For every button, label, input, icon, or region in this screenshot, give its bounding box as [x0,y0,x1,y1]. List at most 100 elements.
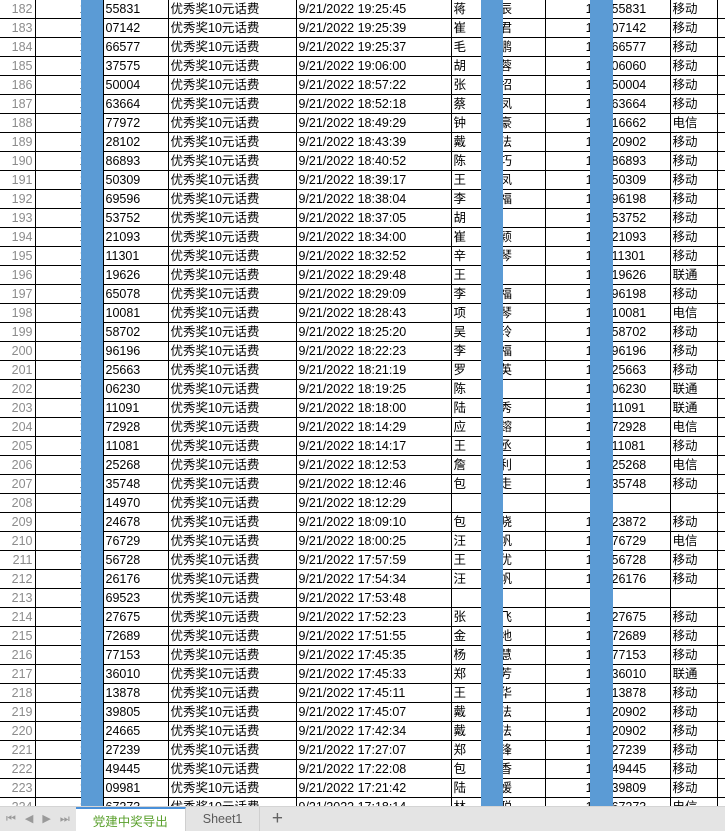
cell-phone4[interactable]: 72689 [609,626,671,646]
cell-time[interactable]: 9/21/2022 18:34:00 [296,227,452,247]
cell-name1[interactable]: 王 [451,683,498,703]
cell-carrier[interactable]: 移动 [670,18,718,38]
cell-prize[interactable]: 优秀奖10元话费 [168,645,297,665]
cell-phone4[interactable]: 35748 [609,474,671,494]
row-header-cell[interactable]: 202 [0,379,36,399]
cell-phone1[interactable]: 183 [35,18,104,38]
cell-phone3[interactable]: 189 [545,455,610,475]
cell-prize[interactable]: 优秀奖10元话费 [168,189,297,209]
cell-phone1[interactable]: 189 [35,455,104,475]
cell-phone4[interactable]: 26176 [609,569,671,589]
cell-phone4[interactable]: 11091 [609,398,671,418]
row-header-cell[interactable]: 224 [0,797,36,806]
cell-prize[interactable]: 优秀奖10元话费 [168,607,297,627]
cell-time[interactable]: 9/21/2022 18:29:48 [296,265,452,285]
cell-name2[interactable] [497,208,546,228]
cell-phone2[interactable]: 37575 [103,56,169,76]
cell-tail[interactable] [717,360,725,380]
cell-carrier[interactable]: 移动 [670,569,718,589]
row-header-cell[interactable]: 211 [0,550,36,570]
cell-tail[interactable] [717,417,725,437]
cell-phone2[interactable]: 53752 [103,208,169,228]
cell-time[interactable]: 9/21/2022 17:42:34 [296,721,452,741]
cell-carrier[interactable]: 移动 [670,246,718,266]
cell-name2[interactable]: 帆 [497,569,546,589]
cell-time[interactable]: 9/21/2022 18:57:22 [296,75,452,95]
cell-phone2[interactable]: 69523 [103,588,169,608]
cell-phone1[interactable]: 136 [35,94,104,114]
cell-tail[interactable] [717,550,725,570]
cell-phone2[interactable]: 72928 [103,417,169,437]
cell-name1[interactable]: 李 [451,189,498,209]
cell-phone1[interactable]: 133 [35,303,104,323]
cell-time[interactable]: 9/21/2022 18:18:00 [296,398,452,418]
cell-tail[interactable] [717,379,725,399]
cell-phone2[interactable]: 27675 [103,607,169,627]
cell-phone4[interactable]: 63664 [609,94,671,114]
cell-name1[interactable]: 张 [451,607,498,627]
cell-carrier[interactable] [670,493,718,513]
cell-carrier[interactable]: 联通 [670,664,718,684]
cell-time[interactable]: 9/21/2022 18:22:23 [296,341,452,361]
cell-tail[interactable] [717,0,725,19]
cell-carrier[interactable]: 移动 [670,132,718,152]
cell-phone1[interactable]: 138 [35,75,104,95]
cell-phone2[interactable]: 11081 [103,436,169,456]
cell-phone4[interactable]: 66577 [609,37,671,57]
cell-carrier[interactable]: 移动 [670,778,718,798]
cell-name2[interactable]: 法 [497,132,546,152]
cell-prize[interactable]: 优秀奖10元话费 [168,132,297,152]
table-row[interactable]: 208 151 14970 优秀奖10元话费 9/21/2022 18:12:29 [0,493,725,513]
cell-phone2[interactable]: 39805 [103,702,169,722]
row-header-cell[interactable]: 222 [0,759,36,779]
cell-phone4[interactable]: 53752 [609,208,671,228]
cell-carrier[interactable]: 电信 [670,113,718,133]
cell-tail[interactable] [717,189,725,209]
cell-time[interactable]: 9/21/2022 17:21:42 [296,778,452,798]
cell-carrier[interactable]: 移动 [670,759,718,779]
next-sheet-icon[interactable]: ▶ [42,812,51,825]
cell-phone4[interactable]: 77153 [609,645,671,665]
cell-phone3[interactable]: 152 [545,322,610,342]
cell-phone2[interactable]: 69596 [103,189,169,209]
table-row[interactable]: 206 189 25268 优秀奖10元话费 9/21/2022 18:12:53 詹利 1… [0,455,725,475]
cell-phone2[interactable]: 25663 [103,360,169,380]
cell-time[interactable]: 9/21/2022 18:28:43 [296,303,452,323]
cell-phone3[interactable]: 139 [545,189,610,209]
spreadsheet-grid-area[interactable]: 182 136 55831 优秀奖10元话费 9/21/2022 19:25:45 蒋辰 1… [0,0,725,806]
cell-phone2[interactable]: 72689 [103,626,169,646]
cell-phone4[interactable] [609,588,671,608]
table-row[interactable]: 197 180 65078 优秀奖10元话费 9/21/2022 18:29:09 李福 1… [0,284,725,304]
cell-carrier[interactable]: 移动 [670,151,718,171]
cell-phone4[interactable]: 50309 [609,170,671,190]
cell-phone2[interactable]: 55831 [103,0,169,19]
row-header-cell[interactable]: 203 [0,398,36,418]
cell-name2[interactable]: 飞 [497,607,546,627]
cell-carrier[interactable]: 移动 [670,683,718,703]
cell-phone3[interactable]: 152 [545,778,610,798]
row-header-cell[interactable]: 194 [0,227,36,247]
cell-phone3[interactable]: 158 [545,227,610,247]
cell-phone4[interactable]: 55831 [609,0,671,19]
cell-phone4[interactable]: 96196 [609,341,671,361]
cell-phone1[interactable]: 136 [35,37,104,57]
cell-name1[interactable]: 汪 [451,569,498,589]
table-row[interactable]: 190 135 86893 优秀奖10元话费 9/21/2022 18:40:52 陈巧 1… [0,151,725,171]
cell-phone3[interactable]: 137 [545,550,610,570]
cell-tail[interactable] [717,436,725,456]
cell-tail[interactable] [717,645,725,665]
cell-time[interactable]: 9/21/2022 17:57:59 [296,550,452,570]
cell-tail[interactable] [717,683,725,703]
cell-phone1[interactable]: 137 [35,170,104,190]
cell-tail[interactable] [717,702,725,722]
cell-prize[interactable]: 优秀奖10元话费 [168,474,297,494]
cell-tail[interactable] [717,94,725,114]
table-row[interactable]: 210 189 76729 优秀奖10元话费 9/21/2022 18:00:25 汪帆 1… [0,531,725,551]
cell-phone1[interactable]: 150 [35,645,104,665]
sheet-nav-buttons[interactable]: ⏮ ◀ ▶ ⏭ [0,807,76,831]
table-row[interactable]: 184 136 66577 优秀奖10元话费 9/21/2022 19:25:37 毛鹏 1… [0,37,725,57]
cell-phone2[interactable]: 25268 [103,455,169,475]
cell-prize[interactable]: 优秀奖10元话费 [168,303,297,323]
cell-prize[interactable]: 优秀奖10元话费 [168,37,297,57]
cell-phone1[interactable]: 189 [35,417,104,437]
